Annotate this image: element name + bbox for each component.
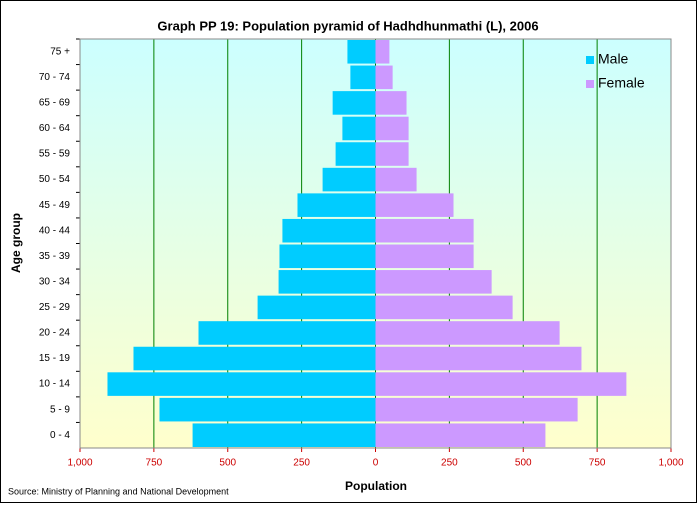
bar <box>322 167 376 192</box>
x-tick-label: 750 <box>589 458 606 469</box>
y-tick-label: 20 - 24 <box>39 328 71 339</box>
x-tick-label: 750 <box>146 458 163 469</box>
bar <box>375 142 409 166</box>
bar <box>282 218 376 243</box>
bar <box>375 91 407 115</box>
x-tick-label: 250 <box>441 458 458 469</box>
plot-border <box>79 38 672 449</box>
bar <box>375 193 454 217</box>
bar <box>375 321 560 345</box>
y-tick-label: 40 - 44 <box>39 225 71 236</box>
bar <box>375 244 474 269</box>
bar <box>375 40 390 64</box>
legend-label: Male <box>598 51 629 67</box>
bar <box>107 372 376 396</box>
y-axis-label: Age group <box>9 213 23 273</box>
y-tick-label: 70 - 74 <box>39 72 71 83</box>
y-tick-label: 50 - 54 <box>39 174 71 185</box>
y-tick-label: 60 - 64 <box>39 123 71 134</box>
bar <box>335 142 376 166</box>
x-tick-label: 250 <box>293 458 310 469</box>
legend-label: Female <box>598 75 645 91</box>
x-axis-label: Population <box>345 479 407 493</box>
y-tick-label: 25 - 29 <box>39 302 71 313</box>
x-tick-label: 1,000 <box>658 458 683 469</box>
bar <box>375 167 417 192</box>
bar <box>342 116 376 141</box>
bar <box>375 218 474 243</box>
x-tick-label: 500 <box>219 458 236 469</box>
chart-title: Graph PP 19: Population pyramid of Hadhd… <box>157 18 538 33</box>
bar <box>375 295 513 320</box>
source: Source: Ministry of Planning and Nationa… <box>8 486 229 496</box>
y-tick-label: 15 - 19 <box>39 353 71 364</box>
bar <box>375 270 492 294</box>
bar <box>278 270 376 294</box>
x-tick-label: 500 <box>515 458 532 469</box>
x-tick-label: 0 <box>373 458 379 469</box>
y-tick-label: 75 + <box>50 46 70 57</box>
bar <box>198 321 376 345</box>
bar <box>257 295 376 320</box>
bar <box>279 244 376 269</box>
bar <box>332 91 376 115</box>
y-tick-label: 10 - 14 <box>39 379 71 390</box>
bar <box>347 40 376 64</box>
bar <box>297 193 376 217</box>
bar <box>159 397 376 422</box>
y-tick-label: 35 - 39 <box>39 251 71 262</box>
bar <box>375 116 409 141</box>
y-tick-label: 0 - 4 <box>50 430 70 441</box>
bar <box>192 423 376 447</box>
y-tick-label: 5 - 9 <box>50 404 70 415</box>
bar <box>350 65 376 90</box>
x-tick-label: 1,000 <box>67 458 92 469</box>
y-tick-label: 65 - 69 <box>39 98 71 109</box>
bar <box>133 346 376 371</box>
y-tick-label: 45 - 49 <box>39 200 71 211</box>
bar <box>375 372 627 396</box>
y-tick-label: 30 - 34 <box>39 276 71 287</box>
bar <box>375 346 582 371</box>
legend-swatch <box>586 80 594 88</box>
bar <box>375 397 578 422</box>
bar <box>375 65 393 90</box>
legend-swatch <box>586 56 594 64</box>
y-tick-label: 55 - 59 <box>39 149 71 160</box>
bar <box>375 423 546 447</box>
